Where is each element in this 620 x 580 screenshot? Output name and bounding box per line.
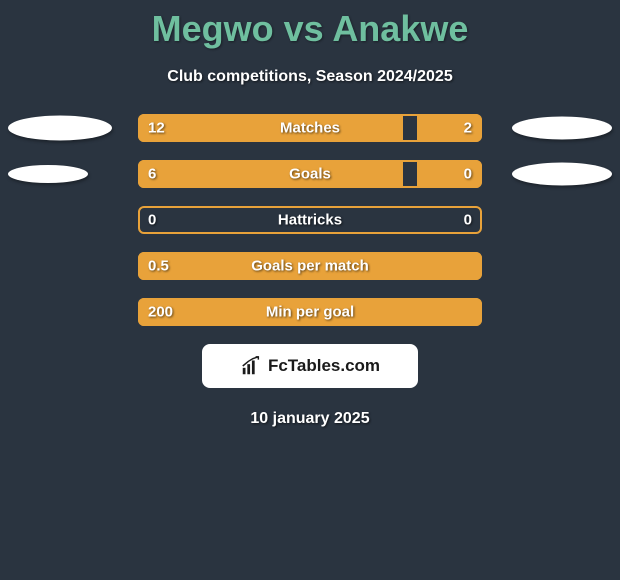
bar-outline [138, 206, 482, 234]
bar-track: 0 0Hattricks [138, 206, 482, 234]
player-right-marker [512, 117, 612, 140]
comparison-row: 200Min per goal [0, 298, 620, 326]
bar-track: 122Matches [138, 114, 482, 142]
bar-track: 60Goals [138, 160, 482, 188]
bar-fill-right [417, 160, 482, 188]
bar-value-left: 6 [148, 166, 156, 183]
comparison-row: 0.5Goals per match [0, 252, 620, 280]
bar-fill-right [417, 114, 482, 142]
chart-icon [240, 355, 262, 377]
bar-track: 0.5Goals per match [138, 252, 482, 280]
bar-value-right: 0 [464, 212, 472, 229]
bar-value-right: 0 [464, 166, 472, 183]
date-text: 10 january 2025 [0, 410, 620, 428]
player-right-marker [512, 163, 612, 186]
bar-track: 200Min per goal [138, 298, 482, 326]
logo-box: FcTables.com [202, 344, 418, 388]
comparison-chart: 122Matches60Goals00Hattricks0.5Goals per… [0, 114, 620, 326]
bar-value-left: 12 [148, 120, 165, 137]
bar-value-left: 0.5 [148, 258, 169, 275]
comparison-row: 60Goals [0, 160, 620, 188]
page-title: Megwo vs Anakwe [0, 0, 620, 50]
bar-value-left: 0 [148, 212, 156, 229]
logo-text: FcTables.com [268, 356, 380, 376]
bar-value-left: 200 [148, 304, 173, 321]
subtitle: Club competitions, Season 2024/2025 [0, 68, 620, 86]
bar-fill [138, 298, 482, 326]
bar-value-right: 2 [464, 120, 472, 137]
player-left-marker [8, 116, 112, 141]
comparison-row: 0 0Hattricks [0, 206, 620, 234]
comparison-row: 122Matches [0, 114, 620, 142]
bar-fill [138, 252, 482, 280]
bar-fill-left [138, 160, 403, 188]
bar-fill-left [138, 114, 403, 142]
bar-label: Hattricks [138, 212, 482, 229]
player-left-marker [8, 165, 88, 183]
